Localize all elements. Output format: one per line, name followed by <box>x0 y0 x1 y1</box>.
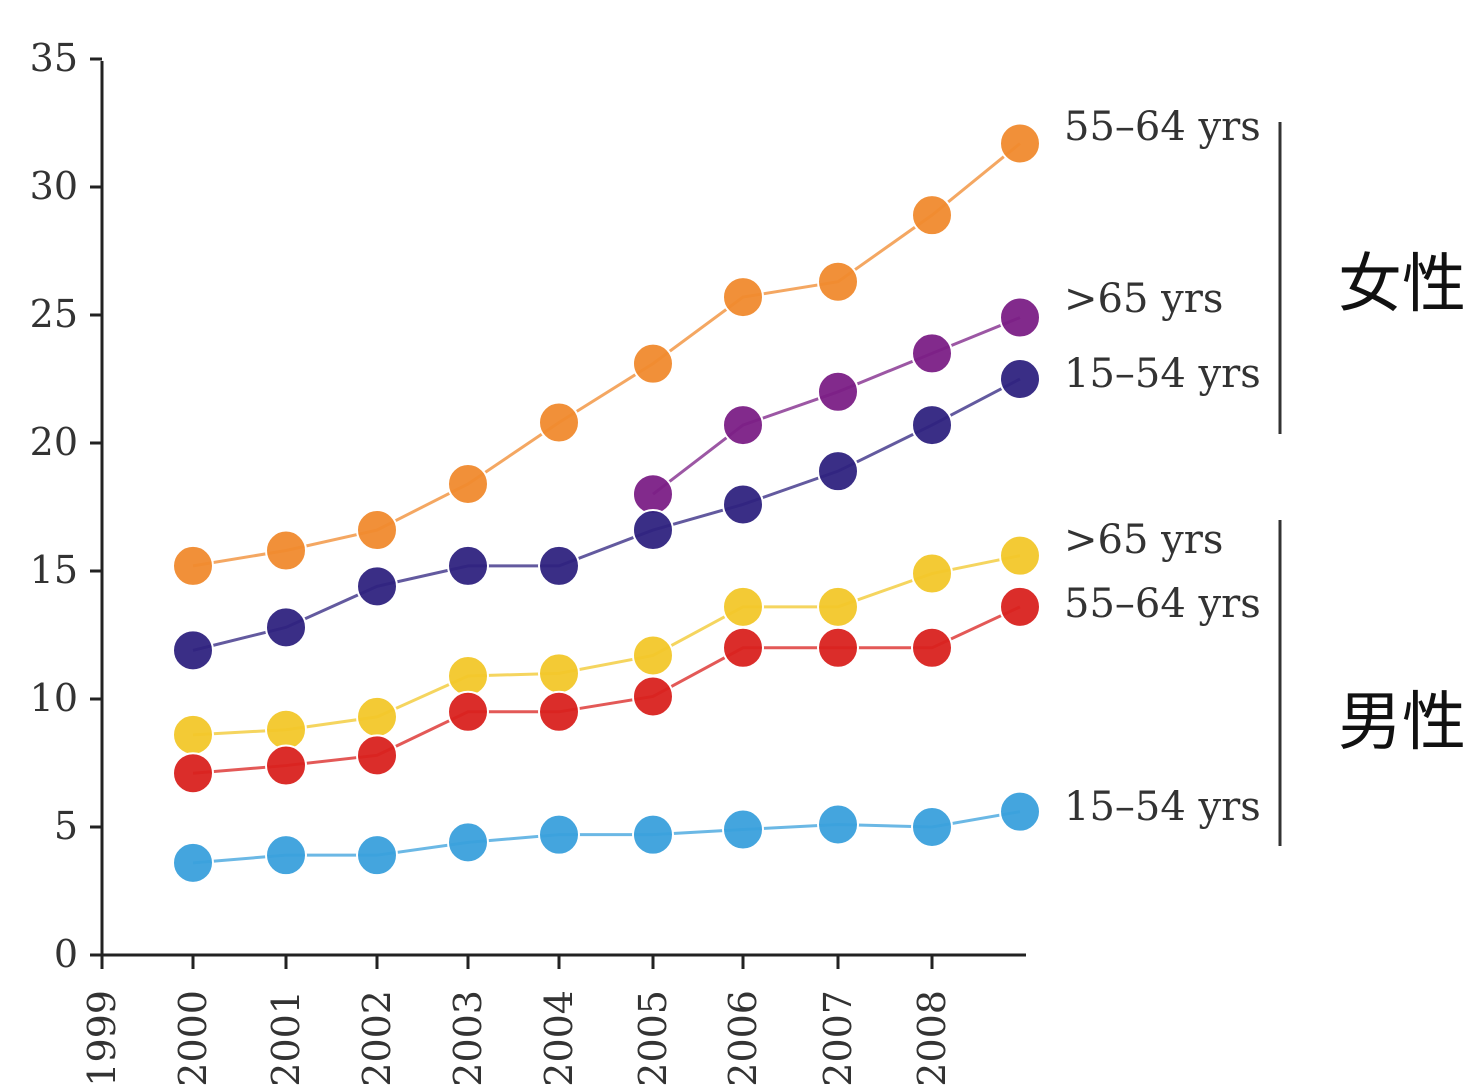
data-point <box>356 834 398 877</box>
data-point <box>999 296 1041 339</box>
data-point <box>632 342 674 385</box>
y-tick-label: 5 <box>54 804 78 848</box>
series-label: 15–54 yrs <box>1064 351 1261 397</box>
data-point <box>999 790 1041 833</box>
data-point <box>817 260 859 303</box>
x-tick-label: 2007 <box>816 990 860 1087</box>
data-point <box>538 652 580 695</box>
data-point <box>817 450 859 493</box>
x-tick-label: 2008 <box>910 990 954 1087</box>
x-tick-label: 2006 <box>721 990 765 1087</box>
data-point <box>817 803 859 846</box>
data-point <box>999 122 1041 165</box>
group-label: 男性 <box>1338 686 1466 760</box>
data-point <box>999 358 1041 400</box>
y-tick-label: 10 <box>30 676 78 720</box>
x-tick-label: 2003 <box>446 990 490 1087</box>
data-point <box>172 713 214 756</box>
data-point <box>722 626 764 669</box>
series-label: 55–64 yrs <box>1064 104 1261 150</box>
x-tick-label: 1999 <box>80 990 124 1087</box>
data-point <box>447 544 489 587</box>
data-point <box>356 565 398 608</box>
data-point <box>356 734 398 777</box>
y-tick-label: 25 <box>30 292 78 336</box>
data-point <box>172 629 214 672</box>
data-point <box>999 585 1041 628</box>
data-point <box>911 806 953 848</box>
group-label: 女性 <box>1338 248 1466 322</box>
data-point <box>911 626 953 669</box>
data-point <box>447 690 489 733</box>
data-point <box>817 585 859 628</box>
data-point <box>632 675 674 718</box>
data-point <box>538 813 580 856</box>
data-point <box>447 821 489 864</box>
data-point <box>632 473 674 516</box>
data-point <box>911 194 953 237</box>
data-point <box>722 808 764 851</box>
y-tick-label: 35 <box>30 36 78 80</box>
data-point <box>999 534 1041 577</box>
series-line <box>192 605 1021 775</box>
x-tick-label: 2000 <box>171 990 215 1087</box>
y-tick-label: 20 <box>30 420 78 464</box>
x-tick-label: 2005 <box>631 990 675 1087</box>
data-point <box>356 509 398 552</box>
series-label: >65 yrs <box>1064 276 1223 322</box>
y-tick-label: 0 <box>54 932 78 976</box>
series-labels: 55–64 yrs >65 yrs 15–54 yrs >65 yrs 55–64 yr… <box>1064 104 1261 830</box>
data-point <box>265 744 307 787</box>
data-point <box>911 552 953 595</box>
data-point <box>538 401 580 444</box>
data-point <box>722 585 764 628</box>
data-point <box>172 544 214 587</box>
data-point <box>911 404 953 447</box>
data-point <box>265 708 307 751</box>
x-tick-label: 2002 <box>355 990 399 1087</box>
y-tick-label: 30 <box>30 164 78 208</box>
series-line <box>192 142 1021 568</box>
data-point <box>172 841 214 884</box>
series-line <box>192 377 1021 652</box>
data-point <box>722 404 764 447</box>
data-point <box>817 626 859 669</box>
data-point <box>538 690 580 733</box>
data-point <box>447 654 489 697</box>
data-point <box>447 462 489 505</box>
y-tick-label: 15 <box>30 548 78 592</box>
data-point <box>632 813 674 856</box>
data-point <box>722 483 764 526</box>
data-point <box>265 834 307 877</box>
series-lines <box>192 142 1021 865</box>
data-point <box>356 695 398 738</box>
series-label: >65 yrs <box>1064 517 1223 563</box>
data-point <box>172 752 214 795</box>
data-point <box>632 634 674 677</box>
axes: 0 5 10 15 20 25 30 35 1999 2000 2001 2002 2003 2004 20… <box>30 36 1026 1087</box>
x-tick-label: 2001 <box>264 990 308 1087</box>
series-label: 55–64 yrs <box>1064 581 1261 627</box>
data-point <box>538 544 580 587</box>
data-point <box>265 606 307 649</box>
series-line <box>192 810 1021 865</box>
series-label: 15–54 yrs <box>1064 784 1261 830</box>
data-point <box>911 332 953 375</box>
data-point <box>632 509 674 552</box>
data-point <box>817 370 859 413</box>
x-tick-label: 2004 <box>537 990 581 1087</box>
series-line <box>192 554 1021 737</box>
data-point <box>265 529 307 572</box>
data-point <box>722 276 764 319</box>
series-points <box>172 122 1041 884</box>
